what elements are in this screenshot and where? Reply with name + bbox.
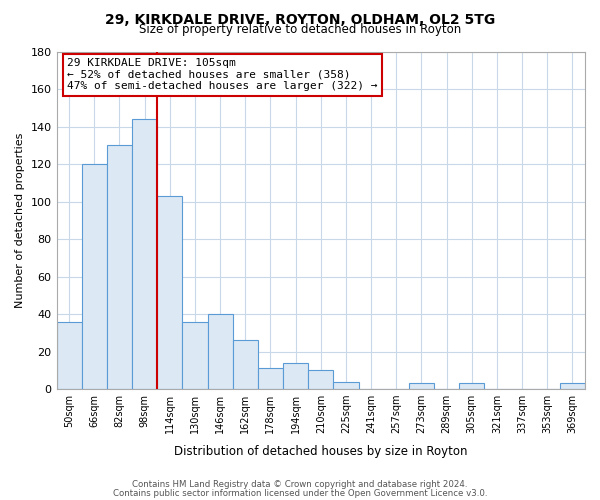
Bar bbox=[233, 340, 258, 389]
Bar bbox=[157, 196, 182, 389]
Bar bbox=[334, 382, 359, 389]
Y-axis label: Number of detached properties: Number of detached properties bbox=[15, 132, 25, 308]
Bar bbox=[459, 384, 484, 389]
Text: 29 KIRKDALE DRIVE: 105sqm
← 52% of detached houses are smaller (358)
47% of semi: 29 KIRKDALE DRIVE: 105sqm ← 52% of detac… bbox=[67, 58, 377, 92]
Bar bbox=[82, 164, 107, 389]
Text: Contains HM Land Registry data © Crown copyright and database right 2024.: Contains HM Land Registry data © Crown c… bbox=[132, 480, 468, 489]
Bar bbox=[308, 370, 334, 389]
Bar bbox=[560, 384, 585, 389]
Bar bbox=[132, 119, 157, 389]
Bar bbox=[409, 384, 434, 389]
Bar bbox=[56, 322, 82, 389]
Bar bbox=[283, 363, 308, 389]
Text: Size of property relative to detached houses in Royton: Size of property relative to detached ho… bbox=[139, 22, 461, 36]
Bar bbox=[182, 322, 208, 389]
Bar bbox=[107, 146, 132, 389]
Bar bbox=[258, 368, 283, 389]
X-axis label: Distribution of detached houses by size in Royton: Distribution of detached houses by size … bbox=[174, 444, 467, 458]
Text: Contains public sector information licensed under the Open Government Licence v3: Contains public sector information licen… bbox=[113, 488, 487, 498]
Text: 29, KIRKDALE DRIVE, ROYTON, OLDHAM, OL2 5TG: 29, KIRKDALE DRIVE, ROYTON, OLDHAM, OL2 … bbox=[105, 12, 495, 26]
Bar bbox=[208, 314, 233, 389]
